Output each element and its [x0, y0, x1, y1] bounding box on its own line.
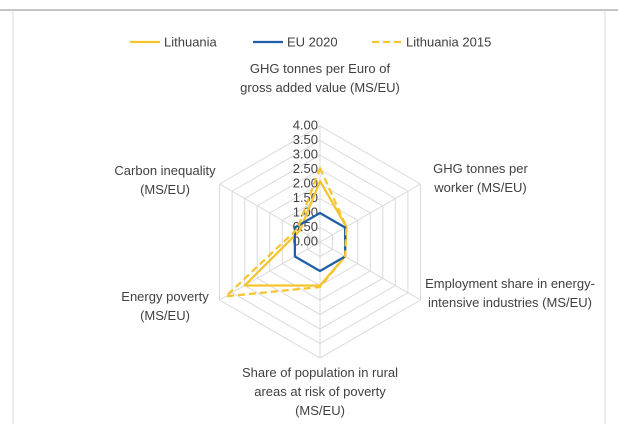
axis-label: Energy poverty (MS/EU) [121, 289, 209, 323]
legend-label: Lithuania [164, 34, 218, 49]
spoke [219, 241, 321, 301]
legend-label: Lithuania 2015 [406, 34, 491, 49]
axis-label: GHG tonnes per worker (MS/EU) [433, 161, 528, 195]
axis-label: GHG tonnes per Euro of gross added value… [240, 61, 400, 95]
axis-label: Carbon inequality (MS/EU) [114, 163, 216, 197]
spoke [219, 183, 321, 243]
tick-label: 4.00 [293, 117, 318, 132]
series-line [293, 211, 347, 273]
tick-label: 0.00 [293, 233, 318, 248]
axis-label: Share of population in rural areas at ri… [241, 365, 399, 418]
spoke [319, 241, 421, 301]
tick-label: 3.00 [293, 146, 318, 161]
tick-label: 2.50 [293, 161, 318, 176]
axis-label: Employment share in energy-intensive ind… [425, 276, 595, 310]
tick-label: 3.50 [293, 132, 318, 147]
tick-label: 1.00 [293, 204, 318, 219]
spoke [319, 183, 421, 243]
series-line [224, 166, 348, 298]
tick-label: 2.00 [293, 175, 318, 190]
legend-label: EU 2020 [287, 34, 338, 49]
